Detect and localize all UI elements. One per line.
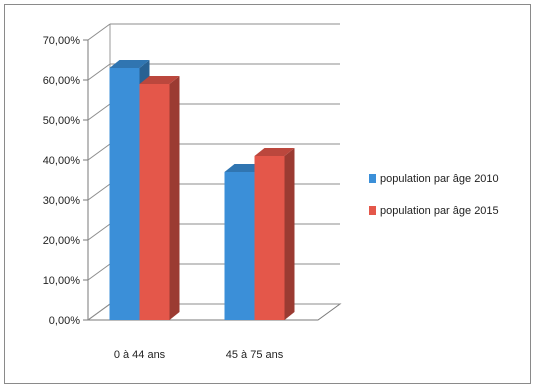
legend-label: population par âge 2015 <box>380 205 499 217</box>
gridline-diagonal <box>87 303 111 321</box>
x-category-label: 0 à 44 ans <box>114 349 166 361</box>
y-tick-label: 40,00% <box>43 155 81 167</box>
legend-swatch <box>369 206 376 215</box>
y-tick-label: 60,00% <box>43 75 81 87</box>
gridline-diagonal <box>87 103 111 121</box>
gridline-diagonal <box>87 183 111 201</box>
legend: population par âge 2010 population par âg… <box>369 173 499 217</box>
gridline-diagonal <box>87 263 111 281</box>
bar <box>254 156 285 320</box>
x-axis-category-labels: 0 à 44 ans 45 à 75 ans <box>114 349 284 361</box>
bar-top <box>109 60 150 68</box>
bar <box>224 172 255 320</box>
x-category-label: 45 à 75 ans <box>226 349 284 361</box>
bar-top <box>139 76 180 84</box>
y-axis-tick-labels: 0,00% 10,00% 20,00% 30,00% 40,00% 50,00% 60,00… <box>43 35 81 327</box>
bars <box>109 60 295 320</box>
bar-side <box>284 148 295 320</box>
legend-swatch <box>369 174 376 183</box>
gridline-diagonal <box>87 63 111 81</box>
y-tick-label: 30,00% <box>43 195 81 207</box>
legend-label: population par âge 2010 <box>380 173 499 185</box>
bar <box>109 68 140 320</box>
y-tick-label: 50,00% <box>43 115 81 127</box>
gridline-diagonal <box>87 223 111 241</box>
gridline-diagonal <box>87 143 111 161</box>
y-tick-label: 70,00% <box>43 35 81 47</box>
gridline-diagonal <box>87 23 111 41</box>
y-tick-label: 20,00% <box>43 235 81 247</box>
bar-top <box>254 148 295 156</box>
y-tick-label: 10,00% <box>43 275 81 287</box>
bar <box>139 84 170 320</box>
bar-side <box>169 76 180 320</box>
y-tick-label: 0,00% <box>49 315 80 327</box>
